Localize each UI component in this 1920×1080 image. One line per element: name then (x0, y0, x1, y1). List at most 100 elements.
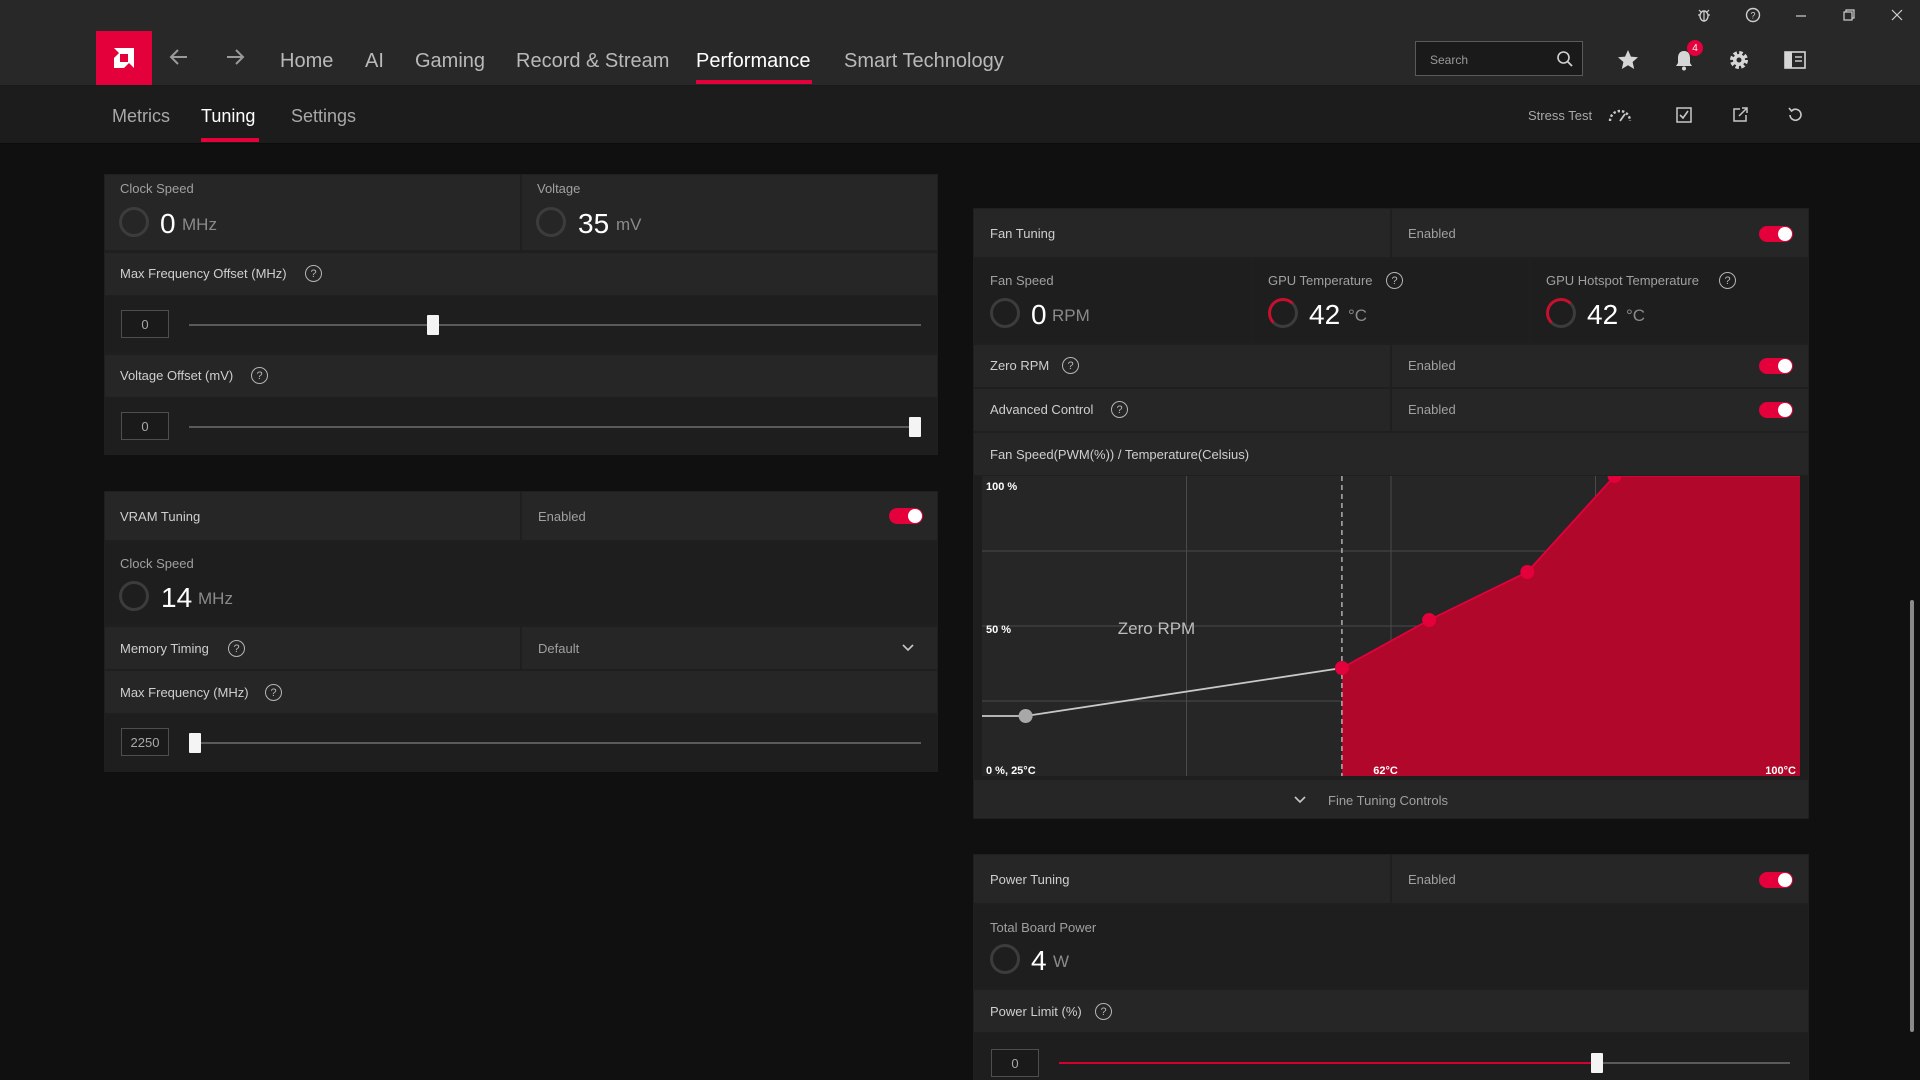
chart-point-inactive[interactable] (1018, 709, 1033, 723)
search-input[interactable]: Search (1430, 53, 1469, 67)
max-freq-offset-label: Max Frequency Offset (MHz) (120, 266, 287, 281)
hotspot-temp-unit: °C (1626, 306, 1646, 325)
power-limit-help-icon[interactable]: ? (1095, 1003, 1112, 1020)
hotspot-temp-value: 42 (1587, 299, 1619, 330)
tab-settings[interactable]: Settings (291, 106, 357, 126)
power-limit-slider[interactable] (1591, 1053, 1604, 1073)
fine-tuning-bar[interactable] (974, 780, 1808, 818)
vram-clock-value: 14 (161, 582, 193, 613)
stress-test-gauge-icon[interactable] (1607, 104, 1633, 126)
memory-timing-label: Memory Timing (120, 641, 209, 656)
max-freq-offset-slider[interactable] (426, 315, 439, 335)
vram-max-freq-help-icon[interactable]: ? (265, 684, 282, 701)
svg-text:?: ? (1750, 11, 1755, 21)
power-limit-input[interactable]: 0 (991, 1049, 1039, 1077)
vram-max-freq-input[interactable]: 2250 (121, 728, 169, 756)
voltage-offset-input[interactable]: 0 (121, 412, 169, 440)
vram-tuning-toggle[interactable] (889, 508, 923, 524)
board-power-label: Total Board Power (990, 920, 1097, 935)
board-power-card (974, 906, 1808, 988)
power-status-cell (1392, 855, 1808, 903)
vram-clock-label: Clock Speed (120, 556, 194, 571)
back-arrow-icon[interactable] (168, 46, 190, 74)
export-icon[interactable] (1729, 104, 1751, 126)
vram-max-freq-label: Max Frequency (MHz) (120, 685, 249, 700)
max-freq-offset-input[interactable]: 0 (121, 310, 169, 338)
power-title: Power Tuning (990, 872, 1070, 887)
nav-smart-technology[interactable]: Smart Technology (844, 50, 1004, 72)
close-icon[interactable] (1887, 5, 1907, 25)
tab-tuning[interactable]: Tuning (201, 106, 256, 126)
advanced-control-toggle[interactable] (1759, 402, 1793, 418)
forward-arrow-icon[interactable] (224, 46, 246, 74)
vram-max-freq-slider[interactable] (189, 733, 201, 753)
nav-home[interactable]: Home (280, 50, 334, 72)
zero-rpm-label-cell (974, 345, 1390, 387)
memory-timing-value[interactable]: Default (538, 641, 580, 656)
board-power-value: 4 (1031, 945, 1047, 976)
search-box[interactable]: Search (1415, 41, 1583, 76)
nav-performance[interactable]: Performance (696, 50, 811, 72)
voltage-label: Voltage (537, 181, 581, 196)
memory-timing-help-icon[interactable]: ? (228, 640, 245, 657)
nav-ai[interactable]: AI (365, 50, 384, 72)
sidebar-panel-icon[interactable] (1781, 46, 1809, 74)
amd-logo[interactable] (96, 31, 152, 85)
voltage-offset-header (105, 355, 937, 397)
memory-timing-dropdown[interactable] (522, 627, 937, 669)
gpu-temp-help-icon[interactable]: ? (1386, 272, 1403, 289)
advanced-control-status-cell (1392, 389, 1808, 431)
search-icon[interactable] (1556, 50, 1574, 73)
settings-gear-icon[interactable] (1725, 46, 1753, 74)
voltage-offset-slider[interactable] (909, 417, 921, 437)
vram-status-cell (522, 492, 937, 540)
minimize-icon[interactable] (1791, 5, 1811, 25)
fine-tuning-chevron-icon[interactable] (1292, 792, 1308, 813)
amd-logo-icon (114, 48, 134, 68)
hotspot-temp-help-icon[interactable]: ? (1719, 272, 1736, 289)
chart-point[interactable] (1422, 613, 1437, 627)
chart-point[interactable] (1520, 565, 1535, 579)
power-tuning-toggle[interactable] (1759, 872, 1793, 888)
voltage-offset-label: Voltage Offset (mV) (120, 368, 234, 383)
voltage-offset-help-icon[interactable]: ? (251, 367, 268, 384)
fan-curve-chart[interactable]: 100 % 50 % 0 %, 25°C 62°C 100°C Zero RPM (974, 476, 1808, 778)
nav-record-stream[interactable]: Record & Stream (516, 50, 670, 72)
vram-status: Enabled (538, 509, 586, 524)
bug-icon[interactable] (1694, 5, 1714, 25)
main-nav (0, 30, 1920, 86)
zero-rpm-help-icon[interactable]: ? (1062, 357, 1079, 374)
max-freq-offset-track[interactable] (189, 324, 921, 326)
fan-speed-gauge (990, 298, 1020, 328)
vram-max-freq-track[interactable] (189, 742, 921, 744)
tab-metrics[interactable]: Metrics (112, 106, 170, 126)
apply-changes-icon[interactable] (1673, 104, 1695, 126)
fan-speed-value: 0 (1031, 299, 1047, 330)
hotspot-temp-label: GPU Hotspot Temperature (1546, 273, 1699, 288)
voltage-offset-track[interactable] (189, 426, 921, 428)
notifications-bell-icon[interactable] (1670, 46, 1698, 74)
page-scrollbar[interactable] (1910, 600, 1914, 1032)
hotspot-temp-gauge (1546, 298, 1576, 328)
fan-title-cell (974, 209, 1390, 257)
fan-speed-card (974, 260, 1250, 342)
chart-point[interactable] (1607, 476, 1622, 483)
fan-tuning-toggle[interactable] (1759, 226, 1793, 242)
favorites-star-icon[interactable] (1614, 46, 1642, 74)
max-freq-offset-help-icon[interactable]: ? (305, 265, 322, 282)
advanced-control-help-icon[interactable]: ? (1111, 401, 1128, 418)
reset-icon[interactable] (1784, 104, 1806, 126)
restore-icon[interactable] (1839, 5, 1859, 25)
stress-test-label: Stress Test (1528, 108, 1593, 123)
advanced-control-status: Enabled (1408, 402, 1456, 417)
zero-rpm-toggle[interactable] (1759, 358, 1793, 374)
chart-point[interactable] (1334, 661, 1349, 675)
chevron-down-icon[interactable] (900, 640, 916, 661)
board-power-unit: W (1053, 952, 1070, 971)
power-title-cell (974, 855, 1390, 903)
nav-gaming[interactable]: Gaming (415, 50, 486, 72)
fine-tuning-label[interactable]: Fine Tuning Controls (1328, 793, 1448, 808)
tab-active-indicator (201, 138, 259, 142)
zero-rpm-status: Enabled (1408, 358, 1456, 373)
help-icon[interactable]: ? (1743, 5, 1763, 25)
